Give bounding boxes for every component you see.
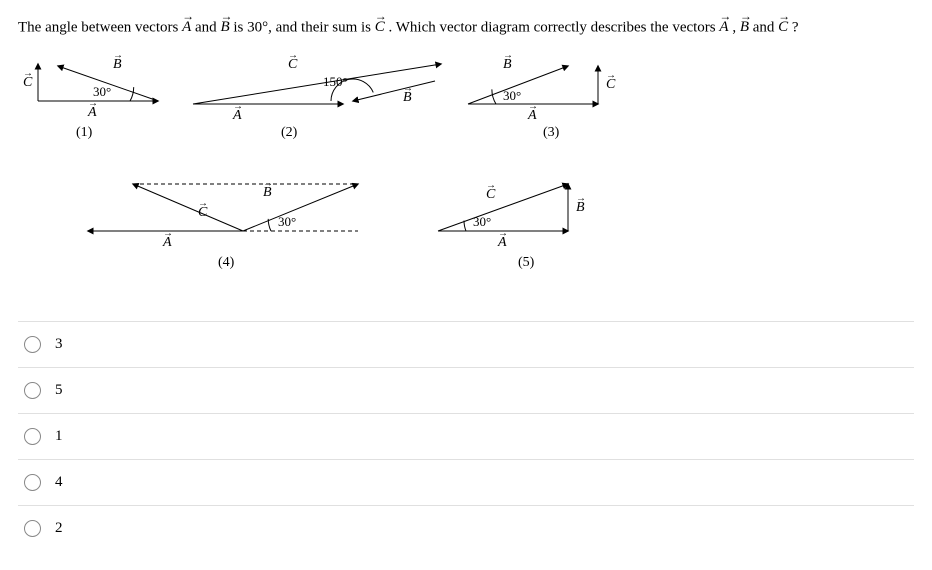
diagram-1: A→B→C→30°(1) — [23, 50, 158, 140]
diagram-4: A→B→C→30°(4) — [88, 178, 358, 270]
svg-text:→: → — [233, 101, 243, 112]
option-label: 2 — [55, 520, 63, 537]
diagram-3: A→B→C→30°(3) — [468, 50, 616, 140]
vec-A2: A — [719, 15, 728, 38]
vec-B: B — [220, 15, 229, 38]
q-mid3: . Which vector diagram correctly describ… — [389, 19, 720, 35]
svg-text:30°: 30° — [93, 84, 111, 99]
diagrams-area: A→B→C→30°(1) A→B→C→150°(2) A→B→C→30°(3) … — [18, 46, 914, 301]
svg-text:→: → — [403, 83, 413, 94]
option-label: 5 — [55, 382, 63, 399]
radio-button[interactable] — [24, 428, 41, 445]
q-prefix: The angle between vectors — [18, 19, 182, 35]
vec-C: C — [375, 15, 385, 38]
svg-text:→: → — [198, 198, 208, 209]
q-mid2: is 30°, and their sum is — [233, 19, 374, 35]
option-row[interactable]: 2 — [18, 506, 914, 551]
option-label: 1 — [55, 428, 63, 445]
diagram-5: A→B→C→30°(5) — [438, 180, 586, 270]
svg-text:→: → — [23, 68, 33, 79]
svg-text:→: → — [528, 101, 538, 112]
vec-A: A — [182, 15, 191, 38]
svg-text:(2): (2) — [281, 125, 298, 140]
svg-text:→: → — [503, 50, 513, 61]
svg-text:(1): (1) — [76, 125, 93, 140]
question-text: The angle between vectors A and B is 30°… — [18, 15, 914, 38]
svg-text:→: → — [576, 193, 586, 204]
q-mid1: and — [195, 19, 220, 35]
option-row[interactable]: 3 — [18, 322, 914, 368]
svg-text:→: → — [113, 50, 123, 61]
option-label: 3 — [55, 336, 63, 353]
radio-button[interactable] — [24, 520, 41, 537]
option-label: 4 — [55, 474, 63, 491]
svg-text:→: → — [498, 228, 508, 239]
diagrams-svg: A→B→C→30°(1) A→B→C→150°(2) A→B→C→30°(3) … — [18, 46, 698, 296]
option-row[interactable]: 1 — [18, 414, 914, 460]
svg-text:30°: 30° — [503, 88, 521, 103]
svg-text:→: → — [288, 50, 298, 61]
svg-text:30°: 30° — [473, 214, 491, 229]
svg-text:→: → — [486, 180, 496, 191]
svg-text:(5): (5) — [518, 255, 535, 270]
radio-button[interactable] — [24, 336, 41, 353]
svg-text:→: → — [88, 98, 98, 109]
vec-C2: C — [778, 15, 788, 38]
radio-button[interactable] — [24, 474, 41, 491]
diagram-2: A→B→C→150°(2) — [193, 50, 441, 140]
option-row[interactable]: 4 — [18, 460, 914, 506]
q-mid4: , — [732, 19, 740, 35]
svg-text:→: → — [163, 228, 173, 239]
svg-text:30°: 30° — [278, 214, 296, 229]
q-suffix: ? — [792, 19, 799, 35]
svg-text:(3): (3) — [543, 125, 560, 140]
svg-text:→: → — [263, 178, 273, 189]
options-list: 3 5 1 4 2 — [18, 321, 914, 551]
q-mid5: and — [753, 19, 778, 35]
radio-button[interactable] — [24, 382, 41, 399]
svg-text:(4): (4) — [218, 255, 235, 270]
vec-B2: B — [740, 15, 749, 38]
svg-text:150°: 150° — [323, 74, 348, 89]
option-row[interactable]: 5 — [18, 368, 914, 414]
svg-text:→: → — [606, 70, 616, 81]
